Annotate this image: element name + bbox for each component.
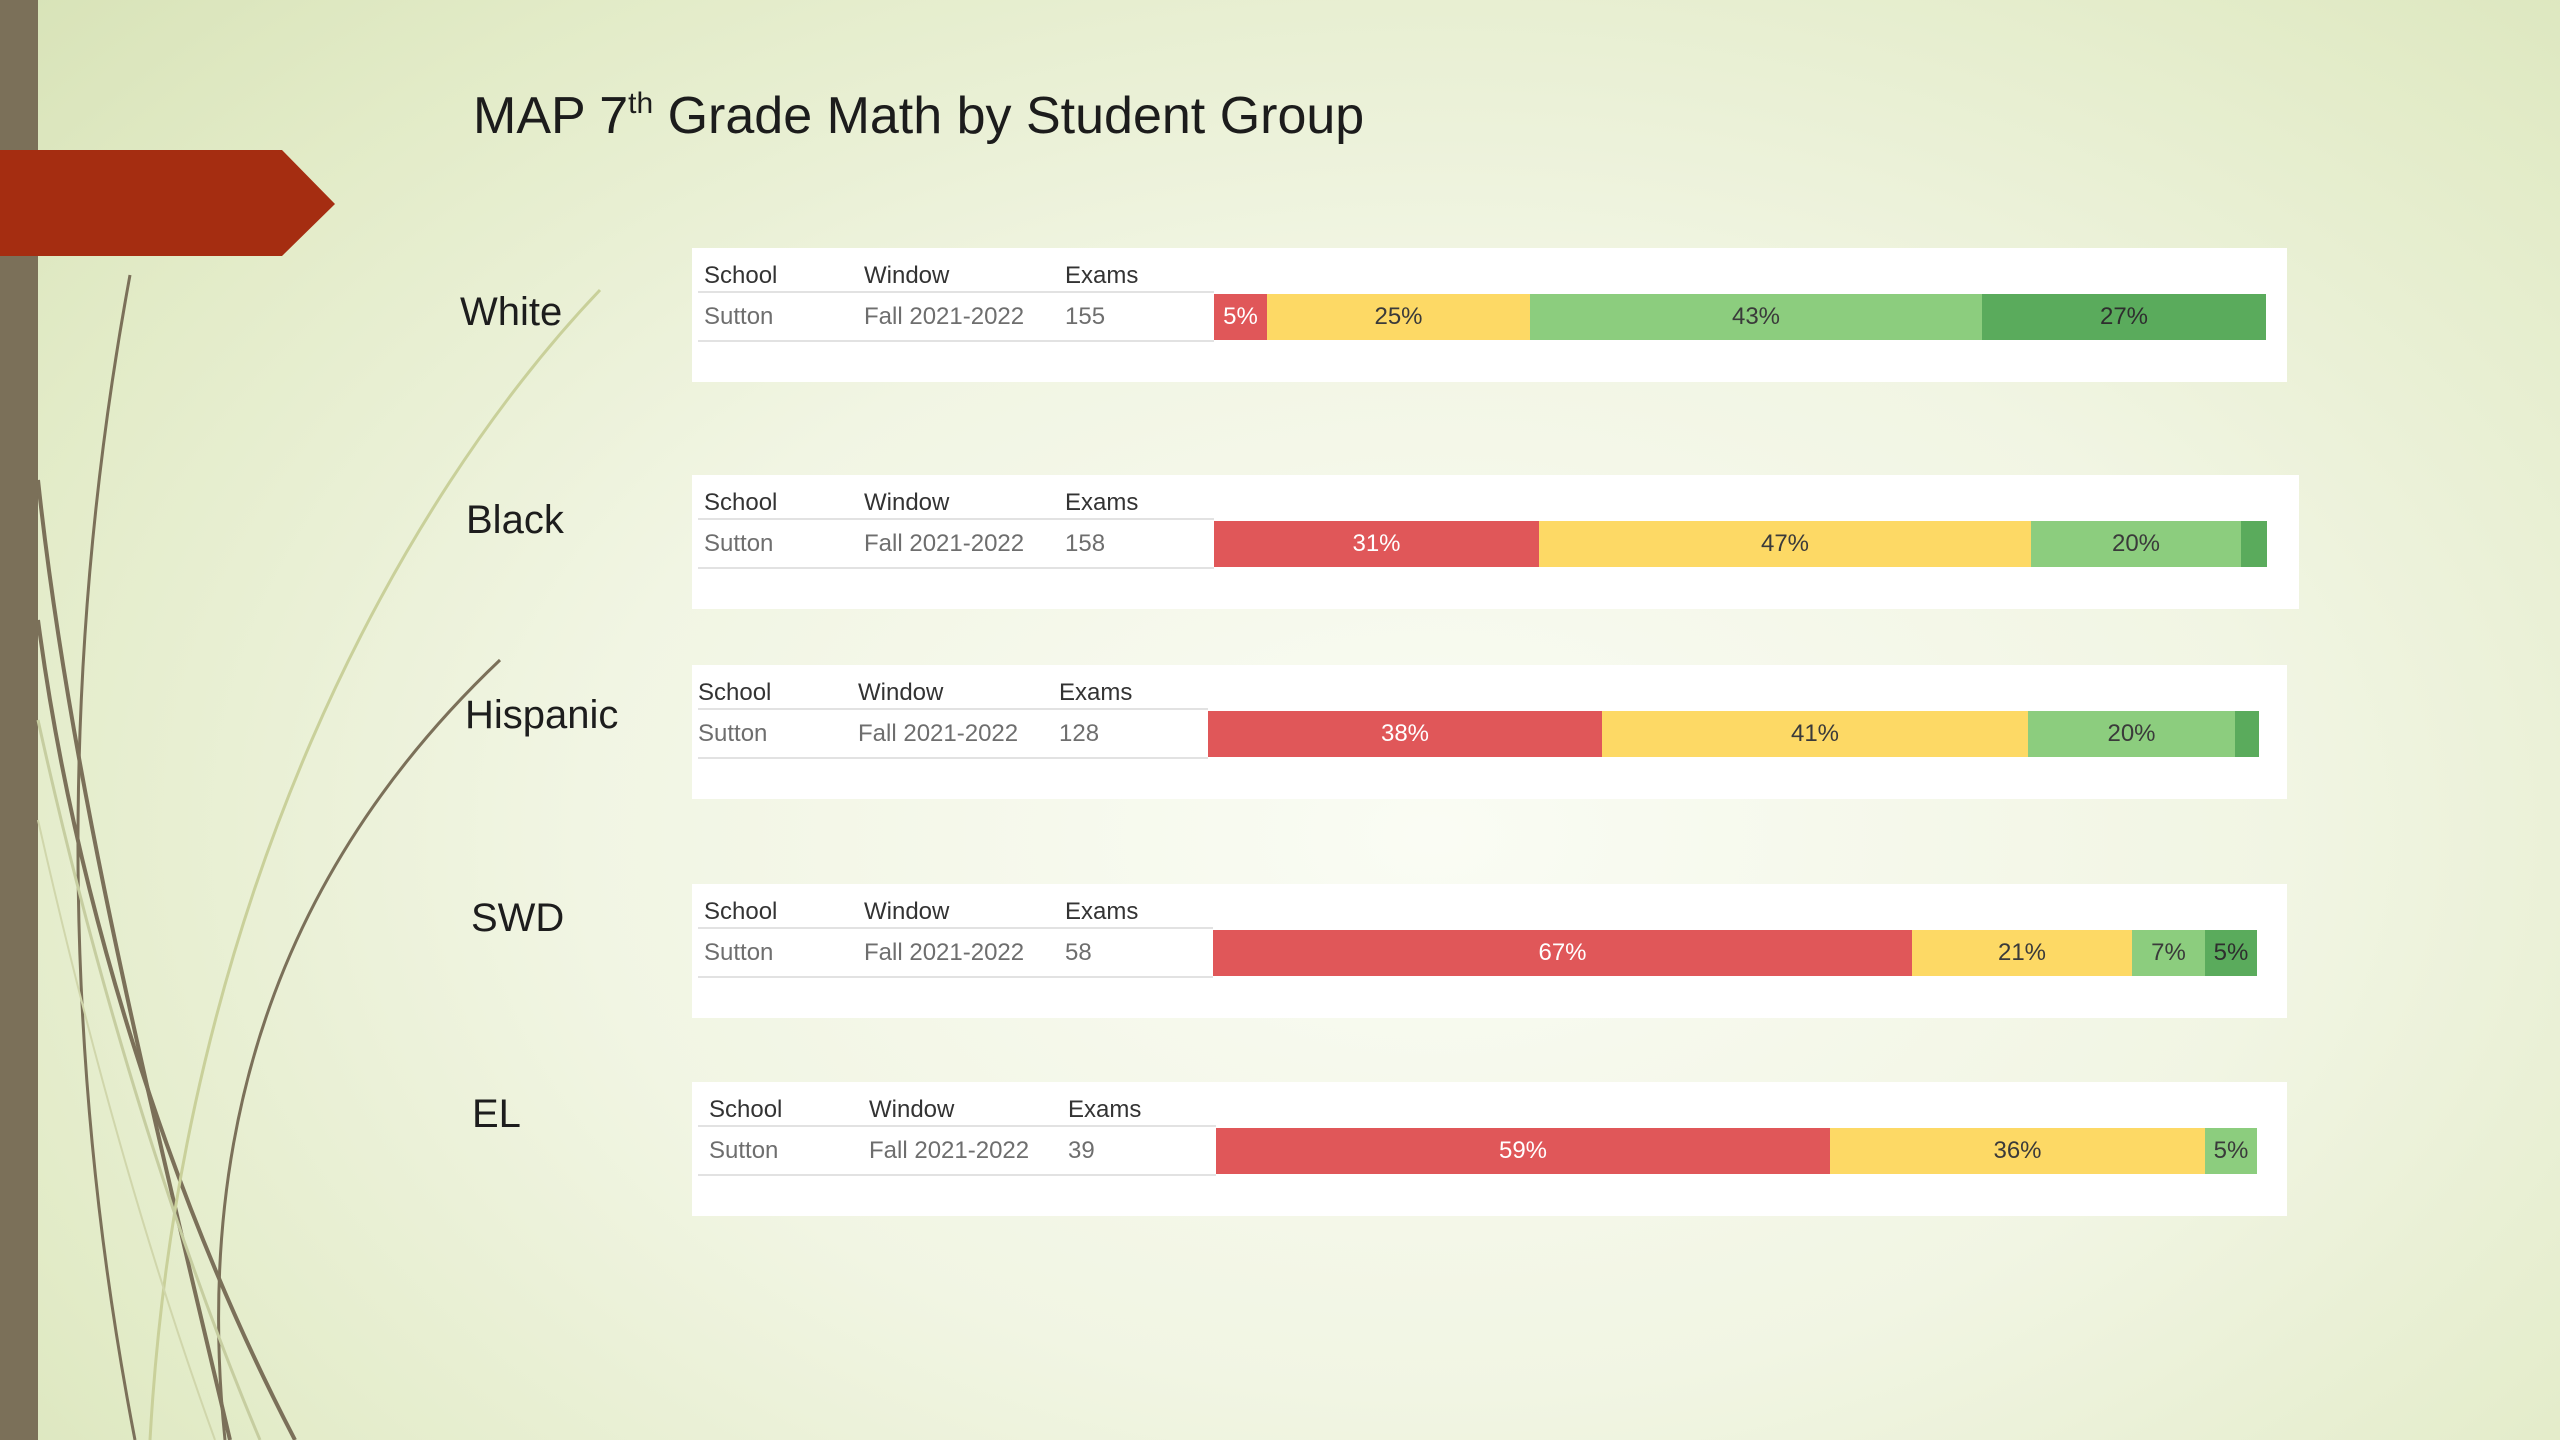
bar-segment-level-2: 21% [1912, 930, 2132, 976]
table-row-divider [698, 976, 1213, 978]
bar-segment-level-1: 5% [1214, 294, 1267, 340]
table-row-divider [698, 291, 1214, 293]
column-header-exams: Exams [1059, 679, 1133, 706]
column-header-school: School [709, 1096, 783, 1123]
cell-school: Sutton [704, 530, 774, 557]
chart-panel-hispanic: School Sutton Window Fall 2021-2022 Exams 128… [692, 665, 2287, 799]
column-header-window: Window [864, 489, 950, 516]
slide-title: MAP 7th Grade Math by Student Group [473, 86, 1364, 146]
title-main-text: MAP 7 [473, 87, 629, 145]
bar-segment-level-1: 31% [1214, 521, 1539, 567]
stacked-bar-el: 59% 36% 5% [1216, 1128, 2257, 1174]
column-header-exams: Exams [1065, 489, 1139, 516]
cell-school: Sutton [704, 939, 774, 966]
column-header-school: School [704, 489, 778, 516]
column-header-window: Window [864, 262, 950, 289]
group-label-swd: SWD [471, 896, 565, 940]
bar-segment-level-2: 41% [1602, 711, 2028, 757]
table-row-divider [698, 757, 1208, 759]
stacked-bar-swd: 67% 21% 7% 5% [1213, 930, 2257, 976]
cell-school: Sutton [709, 1137, 779, 1164]
accent-arrow [0, 150, 335, 256]
bar-segment-level-4 [2241, 521, 2267, 567]
bar-segment-level-1: 38% [1208, 711, 1602, 757]
table-row-divider [698, 518, 1214, 520]
bar-segment-level-3: 43% [1530, 294, 1982, 340]
bar-segment-level-2: 25% [1267, 294, 1530, 340]
table-row-divider [698, 567, 1214, 569]
bar-segment-level-4: 27% [1982, 294, 2266, 340]
column-header-school: School [698, 679, 772, 706]
column-header-exams: Exams [1065, 898, 1139, 925]
table-row-divider [698, 1174, 1216, 1176]
cell-school: Sutton [698, 720, 768, 747]
stacked-bar-white: 5% 25% 43% 27% [1214, 294, 2266, 340]
stacked-bar-black: 31% 47% 20% [1214, 521, 2267, 567]
table-row-divider [698, 340, 1214, 342]
cell-window: Fall 2021-2022 [869, 1137, 1030, 1164]
cell-window: Fall 2021-2022 [858, 720, 1019, 747]
column-header-exams: Exams [1068, 1096, 1142, 1123]
column-header-window: Window [858, 679, 944, 706]
group-label-black: Black [466, 498, 564, 542]
cell-school: Sutton [704, 303, 774, 330]
bar-segment-level-3: 20% [2028, 711, 2235, 757]
cell-window: Fall 2021-2022 [864, 530, 1025, 557]
bar-segment-level-1: 67% [1213, 930, 1912, 976]
column-header-exams: Exams [1065, 262, 1139, 289]
bar-segment-level-1: 59% [1216, 1128, 1830, 1174]
stacked-bar-hispanic: 38% 41% 20% [1208, 711, 2259, 757]
column-header-school: School [704, 262, 778, 289]
column-header-school: School [704, 898, 778, 925]
chart-panel-black: School Sutton Window Fall 2021-2022 Exams 158… [692, 475, 2299, 609]
title-rest-text: Grade Math by Student Group [653, 87, 1365, 145]
cell-window: Fall 2021-2022 [864, 303, 1025, 330]
cell-exams: 128 [1059, 720, 1100, 747]
cell-exams: 155 [1065, 303, 1106, 330]
column-header-window: Window [864, 898, 950, 925]
chart-panel-el: School Sutton Window Fall 2021-2022 Exams 39 5… [692, 1082, 2287, 1216]
cell-exams: 58 [1065, 939, 1092, 966]
bar-segment-level-2: 36% [1830, 1128, 2205, 1174]
cell-exams: 39 [1068, 1137, 1095, 1164]
group-label-white: White [460, 290, 563, 334]
table-row-divider [698, 927, 1213, 929]
chart-panel-swd: School Sutton Window Fall 2021-2022 Exams 58 6… [692, 884, 2287, 1018]
bar-segment-level-4 [2235, 711, 2259, 757]
bar-segment-level-4: 5% [2205, 930, 2257, 976]
table-row-divider [698, 708, 1208, 710]
bar-segment-level-2: 47% [1539, 521, 2031, 567]
chart-panel-white: School Sutton Window Fall 2021-2022 Exams 155… [692, 248, 2287, 382]
cell-window: Fall 2021-2022 [864, 939, 1025, 966]
group-label-el: EL [472, 1092, 521, 1136]
cell-exams: 158 [1065, 530, 1106, 557]
bar-segment-level-3: 5% [2205, 1128, 2257, 1174]
bar-segment-level-3: 7% [2132, 930, 2205, 976]
bar-segment-level-3: 20% [2031, 521, 2241, 567]
column-header-window: Window [869, 1096, 955, 1123]
title-superscript: th [628, 87, 654, 120]
table-row-divider [698, 1125, 1216, 1127]
group-label-hispanic: Hispanic [465, 693, 619, 737]
